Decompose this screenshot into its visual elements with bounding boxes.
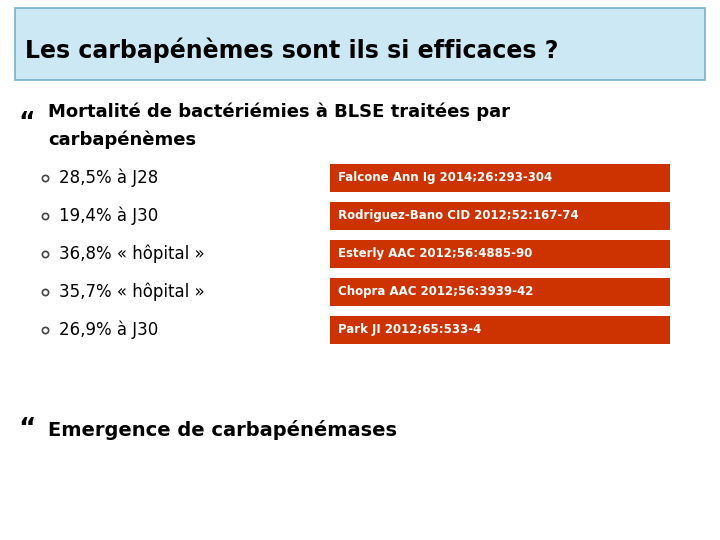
Text: 36,8% « hôpital »: 36,8% « hôpital »: [59, 245, 204, 263]
FancyBboxPatch shape: [330, 316, 670, 344]
Text: “: “: [18, 417, 35, 443]
Text: Mortalité de bactériémies à BLSE traitées par: Mortalité de bactériémies à BLSE traitée…: [48, 103, 510, 122]
Text: “: “: [18, 110, 35, 134]
FancyBboxPatch shape: [330, 240, 670, 268]
FancyBboxPatch shape: [330, 164, 670, 192]
Text: 26,9% à J30: 26,9% à J30: [59, 321, 158, 339]
Text: 35,7% « hôpital »: 35,7% « hôpital »: [59, 283, 204, 301]
Text: Chopra AAC 2012;56:3939-42: Chopra AAC 2012;56:3939-42: [338, 286, 534, 299]
Text: Les carbapénèmes sont ils si efficaces ?: Les carbapénèmes sont ils si efficaces ?: [25, 37, 559, 63]
Text: 28,5% à J28: 28,5% à J28: [59, 168, 158, 187]
Text: Park JI 2012;65:533-4: Park JI 2012;65:533-4: [338, 323, 481, 336]
FancyBboxPatch shape: [15, 8, 705, 80]
FancyBboxPatch shape: [330, 202, 670, 230]
Text: 19,4% à J30: 19,4% à J30: [59, 207, 158, 225]
Text: Rodriguez-Bano CID 2012;52:167-74: Rodriguez-Bano CID 2012;52:167-74: [338, 210, 579, 222]
Text: Falcone Ann Ig 2014;26:293-304: Falcone Ann Ig 2014;26:293-304: [338, 172, 552, 185]
FancyBboxPatch shape: [330, 278, 670, 306]
Text: Esterly AAC 2012;56:4885-90: Esterly AAC 2012;56:4885-90: [338, 247, 532, 260]
Text: carbapénèmes: carbapénèmes: [48, 131, 196, 149]
Text: Emergence de carbapénémases: Emergence de carbapénémases: [48, 420, 397, 440]
